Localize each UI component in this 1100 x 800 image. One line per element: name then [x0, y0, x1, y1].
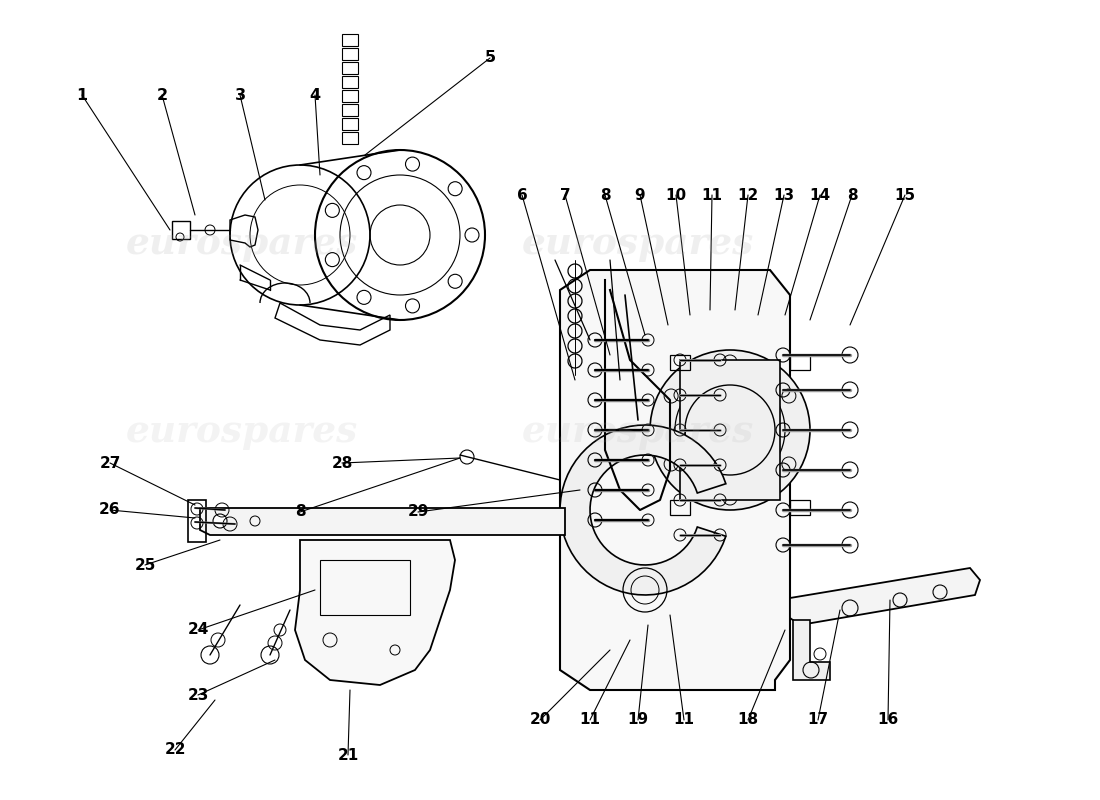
Bar — [680, 360, 780, 500]
Text: 29: 29 — [407, 505, 429, 519]
Polygon shape — [790, 568, 980, 625]
Bar — [320, 560, 410, 615]
Text: 26: 26 — [99, 502, 121, 518]
Text: 11: 11 — [580, 713, 601, 727]
Bar — [670, 500, 690, 515]
Text: 18: 18 — [737, 713, 759, 727]
Bar — [790, 355, 810, 370]
Bar — [342, 34, 358, 46]
Text: 24: 24 — [187, 622, 209, 638]
Text: 19: 19 — [627, 713, 649, 727]
Bar — [342, 90, 358, 102]
Circle shape — [650, 350, 810, 510]
Text: eurospares: eurospares — [521, 414, 755, 450]
Text: 10: 10 — [666, 187, 686, 202]
Text: eurospares: eurospares — [125, 226, 359, 262]
Text: 8: 8 — [847, 187, 857, 202]
Bar — [670, 355, 690, 370]
Bar — [188, 500, 206, 542]
Text: 15: 15 — [894, 187, 915, 202]
Circle shape — [213, 514, 227, 528]
Polygon shape — [560, 270, 790, 690]
Polygon shape — [560, 425, 726, 595]
Text: 4: 4 — [309, 87, 320, 102]
Text: eurospares: eurospares — [125, 414, 359, 450]
Text: 6: 6 — [517, 187, 527, 202]
Bar — [342, 104, 358, 116]
Text: 11: 11 — [702, 187, 723, 202]
Text: 23: 23 — [187, 687, 209, 702]
Bar — [342, 48, 358, 60]
Polygon shape — [295, 540, 455, 685]
Text: 11: 11 — [673, 713, 694, 727]
Text: 12: 12 — [737, 187, 759, 202]
Text: 2: 2 — [156, 87, 167, 102]
Bar — [342, 118, 358, 130]
Text: 7: 7 — [560, 187, 570, 202]
Text: 28: 28 — [331, 455, 353, 470]
Polygon shape — [200, 508, 565, 535]
Text: 17: 17 — [807, 713, 828, 727]
Bar — [342, 76, 358, 88]
Text: 21: 21 — [338, 747, 359, 762]
Text: eurospares: eurospares — [521, 226, 755, 262]
Text: 8: 8 — [295, 505, 306, 519]
Text: 3: 3 — [234, 87, 245, 102]
Text: 8: 8 — [600, 187, 610, 202]
Bar — [342, 132, 358, 144]
Text: 5: 5 — [484, 50, 496, 66]
Text: 9: 9 — [635, 187, 646, 202]
Text: 22: 22 — [164, 742, 186, 758]
Text: 16: 16 — [878, 713, 899, 727]
Bar — [172, 221, 190, 239]
Text: 20: 20 — [529, 713, 551, 727]
Text: 13: 13 — [773, 187, 794, 202]
Polygon shape — [793, 620, 830, 680]
Text: 14: 14 — [810, 187, 830, 202]
Text: 25: 25 — [134, 558, 156, 573]
Bar — [342, 62, 358, 74]
Text: 1: 1 — [76, 87, 88, 102]
Text: 27: 27 — [99, 455, 121, 470]
Bar — [790, 500, 810, 515]
